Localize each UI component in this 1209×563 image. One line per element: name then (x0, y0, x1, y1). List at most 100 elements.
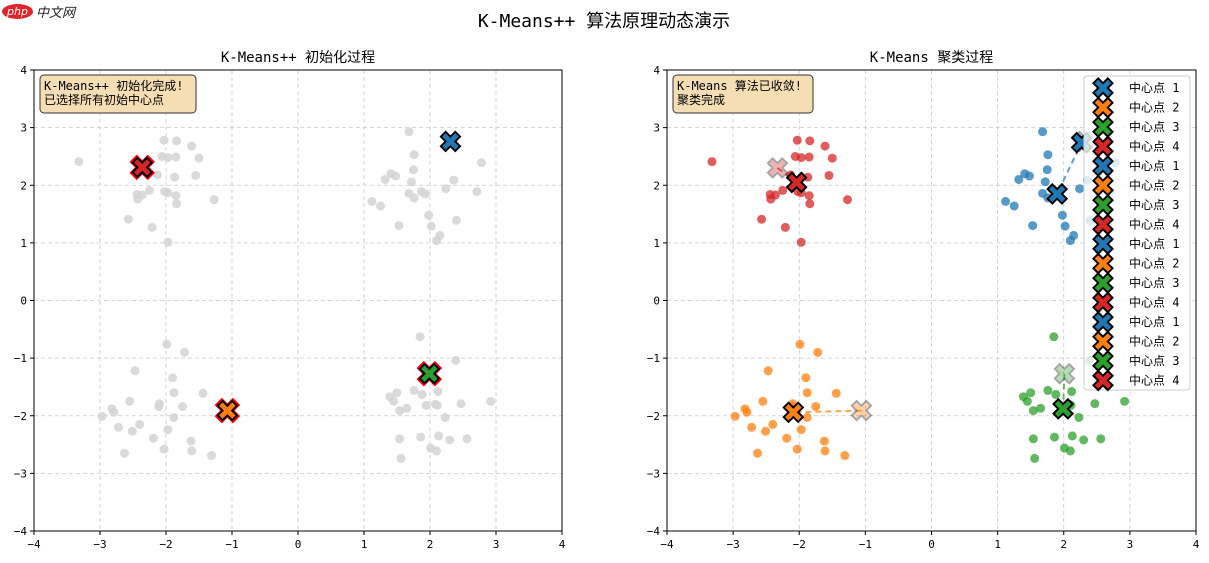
data-point-cluster-2 (840, 451, 850, 461)
data-point (404, 127, 414, 137)
data-point (162, 339, 172, 349)
data-point (169, 412, 179, 422)
data-point-cluster-3 (1090, 399, 1100, 409)
x-tick-label: 2 (427, 538, 434, 551)
data-point-cluster-1 (1040, 177, 1050, 187)
data-point (74, 157, 84, 167)
data-point-cluster-2 (742, 407, 752, 417)
data-point (395, 406, 405, 416)
data-point (433, 387, 443, 397)
data-point (145, 185, 154, 195)
data-point-cluster-2 (796, 425, 806, 435)
data-point-cluster-4 (757, 214, 767, 224)
data-point-cluster-2 (782, 433, 792, 443)
center-marker-2 (850, 399, 873, 422)
data-point (445, 435, 455, 445)
data-point (472, 187, 482, 197)
data-point-cluster-3 (1096, 434, 1106, 444)
data-point (171, 191, 181, 201)
data-point-cluster-3 (1079, 435, 1089, 445)
legend-entry: 中心点 4 (1129, 217, 1179, 232)
y-tick-label: 4 (20, 64, 27, 77)
data-point-cluster-2 (801, 373, 811, 383)
data-point-cluster-3 (1067, 431, 1077, 441)
data-point-cluster-2 (747, 422, 757, 432)
data-point (168, 373, 178, 383)
y-tick-label: 3 (653, 122, 660, 135)
data-point (407, 177, 417, 187)
x-tick-label: 4 (1193, 538, 1200, 551)
data-point (209, 195, 219, 205)
data-point-cluster-4 (820, 141, 830, 151)
data-point (417, 389, 427, 399)
x-tick-label: −1 (859, 538, 872, 551)
y-tick-label: −4 (14, 525, 28, 538)
center-marker-2 (216, 399, 239, 422)
data-point-cluster-3 (1065, 446, 1075, 456)
data-point (476, 158, 486, 168)
data-point-cluster-1 (1060, 221, 1070, 231)
data-point-cluster-3 (1120, 396, 1130, 406)
data-point (163, 237, 173, 247)
legend-entry: 中心点 1 (1129, 80, 1179, 95)
data-point (154, 402, 164, 412)
data-point-cluster-4 (778, 185, 788, 195)
data-point-cluster-4 (766, 194, 776, 204)
data-point (119, 448, 129, 458)
y-tick-label: −1 (647, 352, 660, 365)
legend-entry: 中心点 4 (1129, 139, 1179, 154)
data-point (394, 221, 404, 231)
data-point-cluster-2 (820, 446, 830, 456)
data-point (97, 411, 107, 421)
data-point (179, 347, 189, 357)
data-point-cluster-1 (1001, 196, 1011, 206)
data-point (148, 433, 158, 443)
data-point-cluster-2 (819, 436, 829, 446)
data-point-cluster-4 (792, 135, 802, 145)
data-point-cluster-2 (730, 411, 740, 421)
center-marker-3-shape (1052, 397, 1075, 420)
center-marker-2-shape (782, 401, 805, 424)
data-point (395, 434, 405, 444)
data-point-cluster-2 (795, 339, 805, 349)
data-point (109, 407, 119, 417)
y-tick-label: 0 (20, 295, 27, 308)
data-point-cluster-2 (792, 444, 802, 454)
data-point (396, 453, 406, 463)
data-point-cluster-3 (1022, 396, 1032, 406)
annotation-line: 聚类完成 (677, 92, 725, 107)
legend-entry: 中心点 1 (1129, 236, 1179, 251)
center-marker-2-shape (850, 399, 873, 422)
annotation-line: K-Means 算法已收敛! (677, 78, 802, 93)
data-point (451, 215, 461, 225)
data-point-cluster-4 (804, 191, 814, 201)
data-point (171, 152, 181, 162)
data-point-cluster-4 (780, 222, 790, 232)
data-point-cluster-3 (1036, 403, 1046, 413)
x-tick-label: 2 (1060, 538, 1067, 551)
data-point-cluster-2 (802, 412, 812, 422)
y-tick-label: 1 (653, 237, 660, 250)
y-tick-label: 3 (20, 122, 27, 135)
legend-marker-icon-shape (1092, 369, 1114, 392)
x-tick-label: 1 (994, 538, 1001, 551)
data-point (163, 153, 173, 163)
data-point (170, 172, 180, 182)
y-tick-label: 4 (653, 64, 660, 77)
data-point (409, 165, 418, 175)
data-point (441, 184, 451, 194)
data-point (147, 222, 157, 232)
data-point-cluster-4 (843, 195, 853, 205)
data-point (135, 419, 145, 429)
x-tick-label: −1 (225, 538, 238, 551)
legend-entry: 中心点 2 (1129, 334, 1179, 349)
data-point (172, 199, 182, 209)
data-point (194, 153, 204, 163)
annotation-box: K-Means 算法已收敛!聚类完成 (672, 74, 814, 114)
data-point-cluster-4 (824, 170, 834, 180)
y-tick-label: 2 (20, 179, 27, 192)
legend-entry: 中心点 4 (1129, 295, 1179, 310)
data-point (186, 436, 196, 446)
center-marker-3-shape (418, 362, 441, 385)
